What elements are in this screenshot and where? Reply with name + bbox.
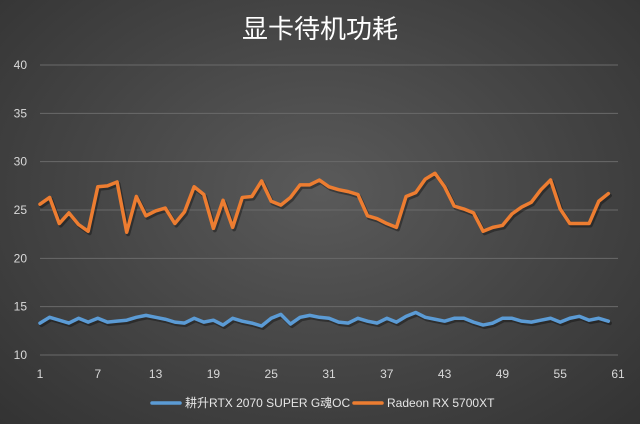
x-tick-label: 7	[94, 367, 101, 381]
y-tick-label: 30	[14, 155, 28, 169]
legend-label: Radeon RX 5700XT	[387, 396, 495, 410]
series-line-2	[38, 171, 611, 234]
grid	[40, 64, 618, 356]
x-axis-ticks: 1 7 13 19 25 31 37 43 49 55 61	[37, 367, 625, 381]
y-axis-ticks: 10 15 20 25 30 35 40	[14, 58, 28, 362]
y-tick-label: 35	[14, 106, 28, 120]
x-tick-label: 55	[554, 367, 568, 381]
x-tick-label: 31	[322, 367, 336, 381]
x-tick-label: 19	[207, 367, 221, 381]
x-tick-label: 49	[496, 367, 510, 381]
y-tick-label: 25	[14, 203, 28, 217]
x-tick-label: 25	[265, 367, 279, 381]
x-tick-label: 13	[149, 367, 163, 381]
x-tick-label: 1	[37, 367, 44, 381]
legend: 耕升RTX 2070 SUPER G魂OC Radeon RX 5700XT	[150, 395, 495, 410]
y-tick-label: 20	[14, 251, 28, 265]
x-tick-label: 43	[438, 367, 452, 381]
legend-label: 耕升RTX 2070 SUPER G魂OC	[185, 395, 350, 410]
y-tick-label: 10	[14, 348, 28, 362]
y-tick-label: 15	[14, 300, 28, 314]
x-tick-label: 37	[380, 367, 394, 381]
chart-title: 显卡待机功耗	[242, 15, 398, 45]
series-lines	[38, 171, 612, 330]
series-line-1	[38, 310, 611, 328]
x-tick-label: 61	[611, 367, 625, 381]
y-tick-label: 40	[14, 58, 28, 72]
